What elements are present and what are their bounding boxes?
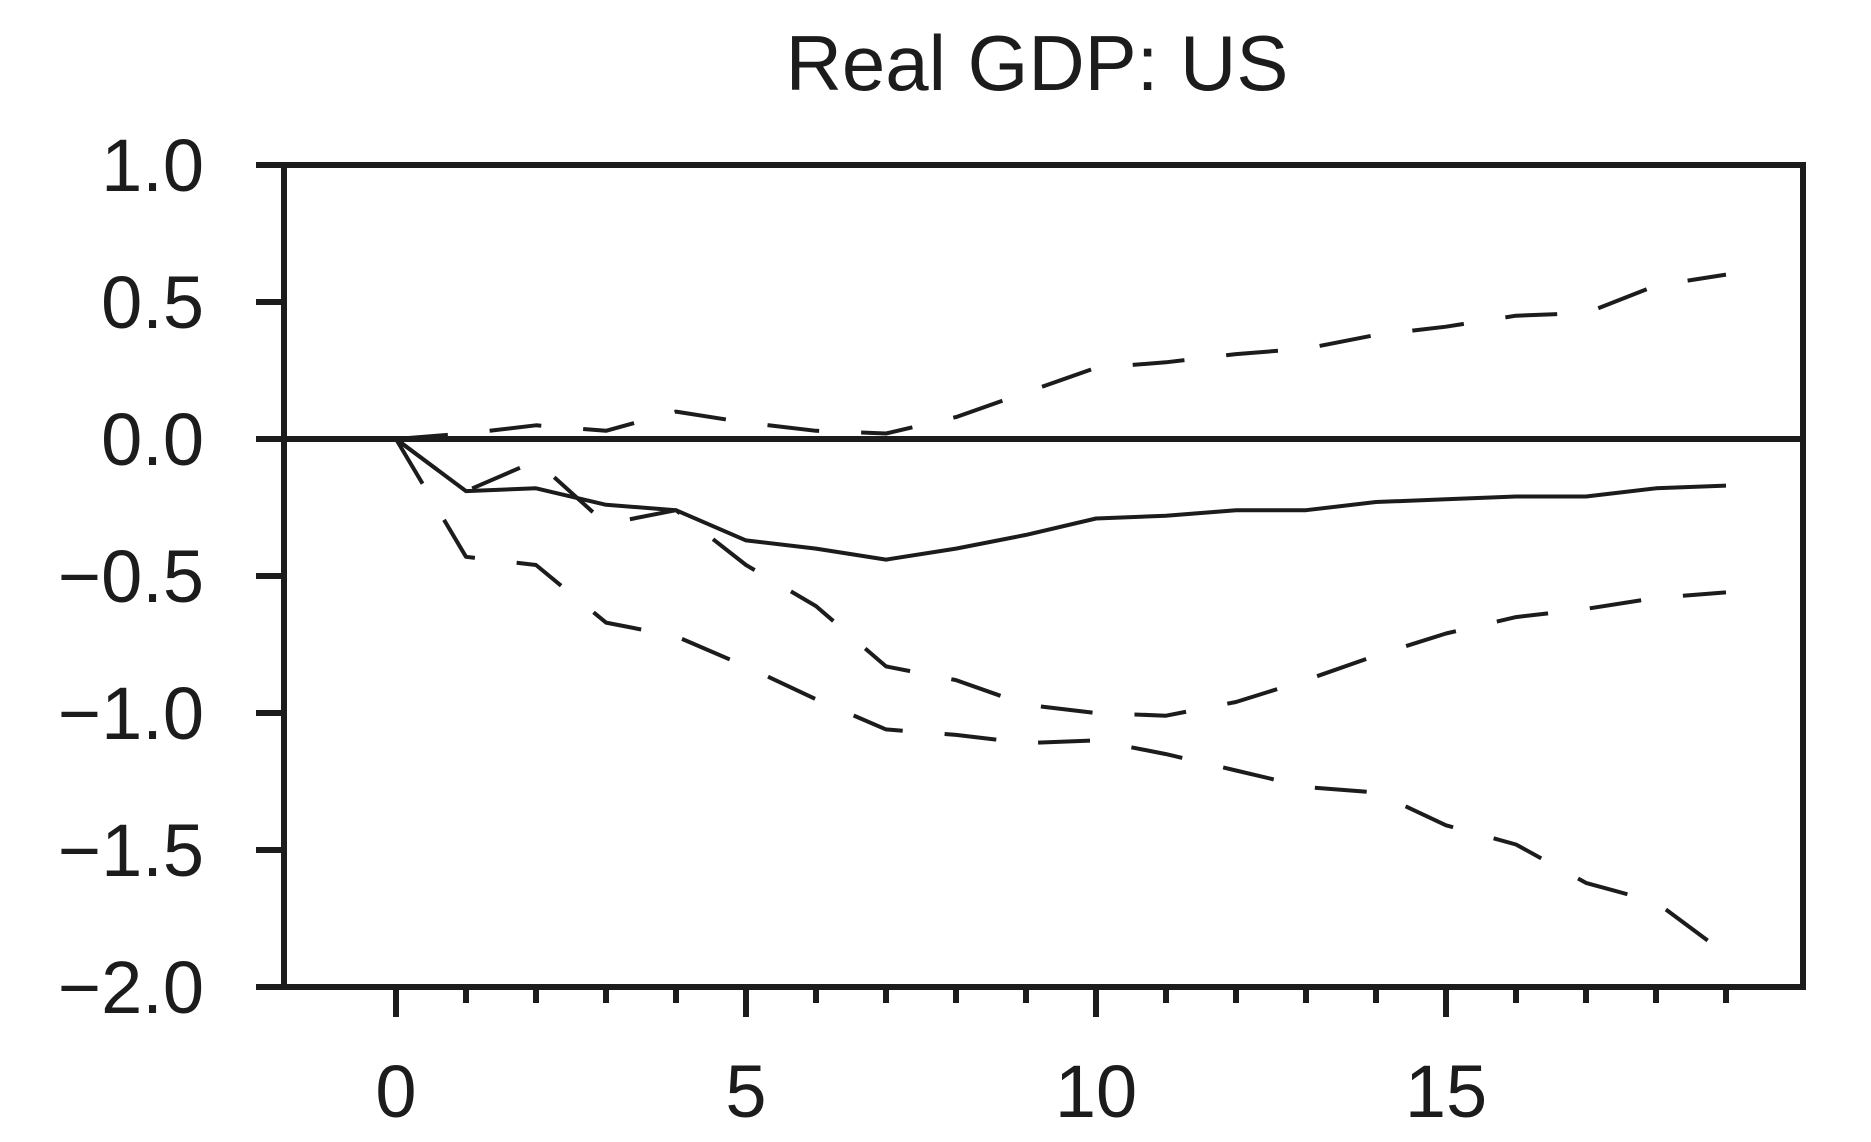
x-tick-label: 5 xyxy=(725,1050,766,1133)
chart-title: Real GDP: US xyxy=(786,19,1289,107)
dashed-band-line-3 xyxy=(394,437,1728,956)
y-tick-label: 1.0 xyxy=(101,124,204,207)
dashed-band-line-1 xyxy=(394,437,1727,718)
series-layer xyxy=(284,272,1803,956)
y-tick-label: −1.0 xyxy=(58,672,204,755)
y-tick-label: 0.5 xyxy=(101,261,204,344)
y-tick-label: −1.5 xyxy=(58,809,204,892)
x-tick-label: 10 xyxy=(1055,1050,1137,1133)
x-axis: 0 5 10 15 xyxy=(375,987,1729,1133)
x-tick-label: 15 xyxy=(1405,1050,1487,1133)
y-tick-label: 0.0 xyxy=(101,398,204,481)
y-tick-label: −0.5 xyxy=(58,535,204,618)
y-axis: 1.0 0.5 0.0 −0.5 −1.0 −1.5 −2.0 xyxy=(58,124,284,1029)
x-tick-label: 0 xyxy=(375,1050,416,1133)
solid-response-line-0 xyxy=(394,437,1727,562)
dashed-band-line-2 xyxy=(395,272,1727,441)
y-tick-label: −2.0 xyxy=(58,946,204,1029)
plot-frame xyxy=(281,162,1806,990)
